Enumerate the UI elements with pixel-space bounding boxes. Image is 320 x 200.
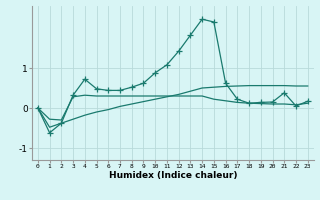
X-axis label: Humidex (Indice chaleur): Humidex (Indice chaleur) <box>108 171 237 180</box>
